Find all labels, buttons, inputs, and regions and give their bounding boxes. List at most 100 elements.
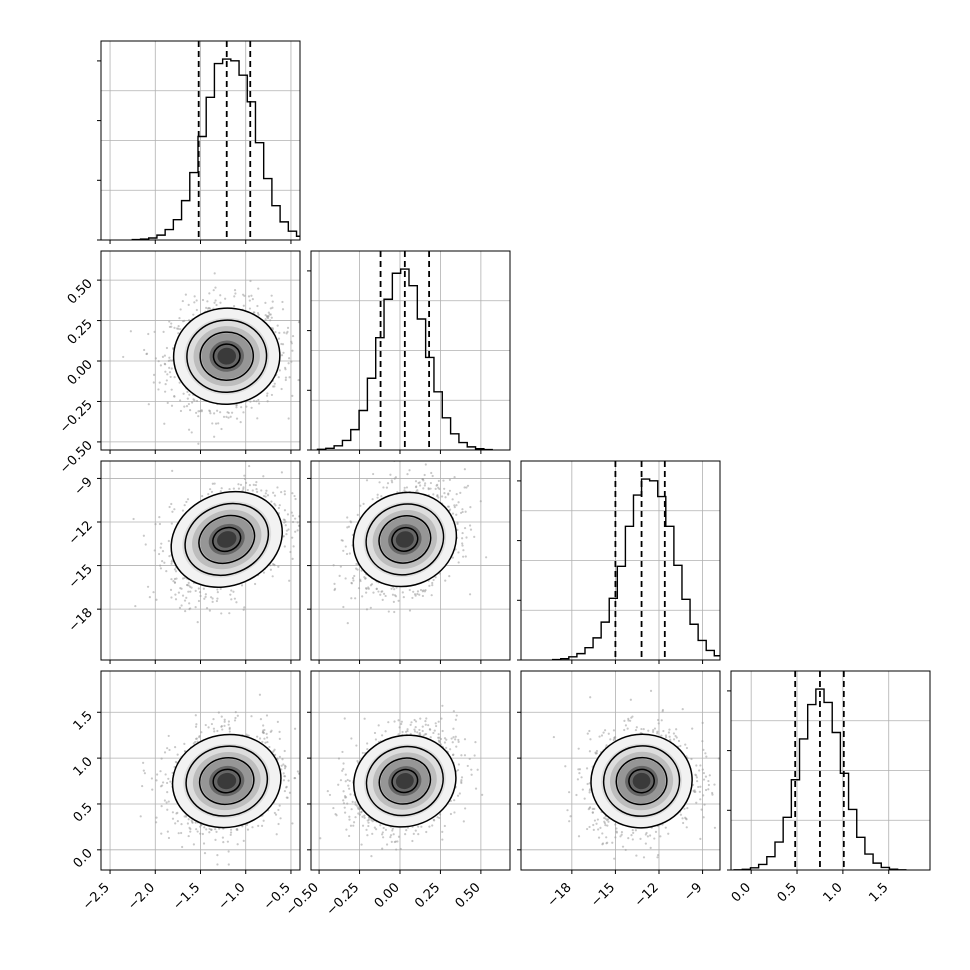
scatter-point [586, 732, 589, 735]
y-tick-label: 1.5 [71, 708, 96, 733]
scatter-point [668, 728, 671, 731]
scatter-point [378, 481, 381, 484]
scatter-point [219, 587, 222, 590]
scatter-point [620, 833, 623, 836]
scatter-point [145, 352, 148, 356]
scatter-point [284, 368, 287, 371]
scatter-point [586, 782, 589, 786]
scatter-point [664, 826, 667, 829]
scatter-point [186, 498, 190, 501]
scatter-point [437, 720, 440, 723]
histogram-step-0 [131, 58, 300, 240]
contour-line-1 [602, 745, 681, 817]
y-tick-label: −0.50 [57, 438, 96, 477]
scatter-point [430, 471, 433, 475]
scatter-point [367, 821, 370, 824]
scatter-point [156, 773, 159, 776]
scatter-point [629, 698, 632, 701]
scatter-point [297, 378, 300, 382]
scatter-point [342, 605, 345, 609]
scatter-point [187, 303, 190, 306]
scatter-point [219, 294, 222, 297]
scatter-point [213, 435, 216, 438]
scatter-point [624, 724, 628, 727]
scatter-point [595, 749, 599, 753]
y-tick-label: 0.5 [71, 800, 96, 825]
scatter-point [152, 591, 155, 594]
scatter-point [421, 590, 424, 593]
density-level [395, 531, 414, 548]
scatter-point [254, 483, 257, 487]
scatter-point [214, 299, 217, 302]
scatter-point [569, 815, 572, 818]
scatter-point [208, 609, 211, 612]
scatter-point [233, 295, 236, 298]
scatter-point [627, 717, 630, 720]
scatter-point [132, 517, 135, 521]
scatter-point [702, 816, 705, 819]
scatter-point [455, 513, 458, 516]
scatter-point [276, 486, 279, 489]
scatter-point [147, 332, 150, 336]
scatter-point [662, 729, 665, 733]
scatter-point [199, 594, 202, 598]
scatter-point [681, 708, 684, 711]
scatter-point [364, 577, 367, 580]
scatter-point [356, 759, 359, 763]
scatter-point [264, 313, 267, 317]
scatter-point [461, 510, 464, 514]
scatter-point [178, 606, 182, 609]
scatter-point [454, 738, 457, 741]
scatter-point [157, 552, 161, 556]
scatter-point [466, 484, 470, 487]
scatter-point [621, 845, 625, 848]
scatter-point [630, 834, 633, 837]
scatter-point [460, 776, 464, 779]
scatter-point [593, 819, 597, 822]
scatter-point [227, 720, 230, 723]
scatter-point [216, 590, 219, 594]
scatter-point [465, 536, 468, 539]
scatter-point [607, 732, 610, 735]
density-shading [353, 492, 457, 587]
scatter-point [702, 794, 705, 797]
scatter-point [452, 664, 454, 666]
scatter-point [157, 388, 160, 391]
y-tick-label: −12 [66, 518, 96, 548]
density-level [632, 772, 651, 790]
scatter-point [191, 401, 194, 404]
scatter-point [588, 806, 592, 809]
scatter-point [679, 813, 683, 816]
scatter-point [179, 587, 182, 590]
scatter-point [578, 772, 581, 775]
scatter-point [167, 800, 170, 803]
scatter-point [369, 606, 372, 609]
scatter-point [214, 422, 218, 425]
scatter-point [304, 565, 306, 567]
scatter-point [451, 741, 454, 744]
scatter-point [255, 481, 258, 484]
scatter-point [605, 744, 608, 747]
scatter-point [210, 490, 214, 494]
scatter-point [154, 522, 157, 526]
scatter-point [408, 588, 411, 592]
scatter-point [605, 836, 608, 839]
scatter-point [615, 827, 618, 830]
contour-line-2 [199, 331, 255, 381]
scatter-point [155, 816, 158, 819]
scatter-point [269, 458, 271, 460]
scatter-point [564, 765, 567, 768]
scatter-point [220, 427, 223, 431]
scatter-point [693, 789, 696, 792]
scatter-point [684, 816, 687, 819]
scatter-point [248, 307, 252, 310]
scatter-point [200, 409, 203, 412]
scatter-point [293, 494, 296, 498]
scatter-point [251, 298, 254, 301]
scatter-point [702, 778, 706, 781]
scatter-point [220, 487, 223, 490]
scatter-point [675, 728, 678, 731]
scatter-point [577, 768, 580, 771]
contour-line-0 [353, 734, 457, 828]
scatter-point [278, 737, 281, 740]
